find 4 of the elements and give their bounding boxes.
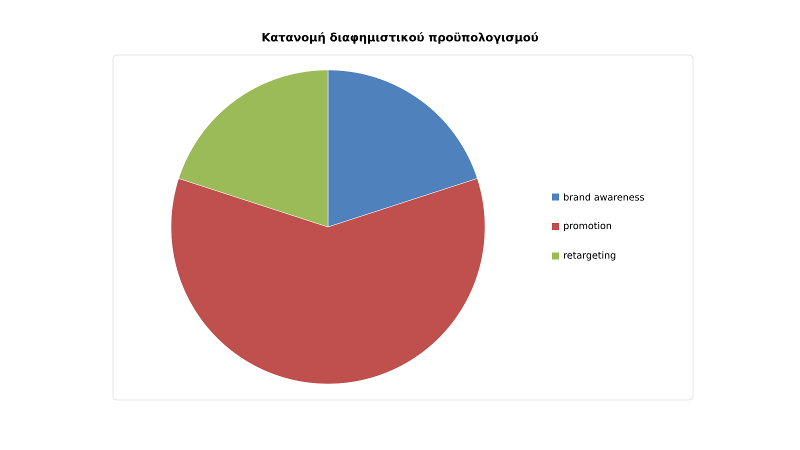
legend-label: brand awareness	[564, 193, 644, 201]
legend-label: promotion	[564, 222, 612, 232]
chart-title: Κατανομή διαφημιστικού προϋπολογισμού	[262, 32, 538, 44]
legend-label: retargeting	[564, 251, 616, 261]
